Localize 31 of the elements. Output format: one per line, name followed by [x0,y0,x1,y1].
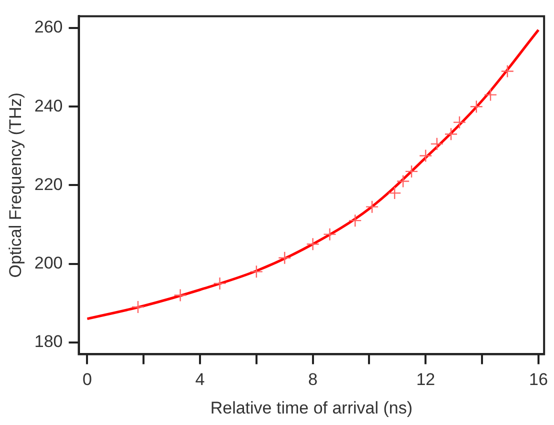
point [131,300,145,314]
y-axis-title: Optical Frequency (THz) [6,92,25,278]
point [306,238,320,251]
point [388,186,402,200]
point [278,251,292,265]
point [470,100,484,114]
x-tick-label: 16 [528,370,548,390]
point [396,174,410,188]
point [484,88,498,102]
y-tick-label: 240 [34,96,63,116]
x-tick-label: 4 [195,370,205,390]
point [444,128,458,141]
point [213,276,226,290]
point [174,288,187,302]
x-tick-label: 0 [82,370,92,390]
point [500,64,514,78]
x-tick-label: 8 [308,370,318,390]
y-tick-label: 260 [34,18,63,37]
point [250,265,264,278]
point [365,200,379,214]
point [430,137,444,151]
x-tick-label: 12 [416,370,436,390]
point [452,116,466,129]
y-tick-label: 200 [34,253,63,272]
point [404,164,418,178]
point [323,228,336,241]
point [348,214,362,228]
point [419,149,432,162]
x-axis-title: Relative time of arrival (ns) [210,398,413,418]
y-tick-label: 220 [34,174,63,194]
y-tick-label: 180 [34,332,63,352]
